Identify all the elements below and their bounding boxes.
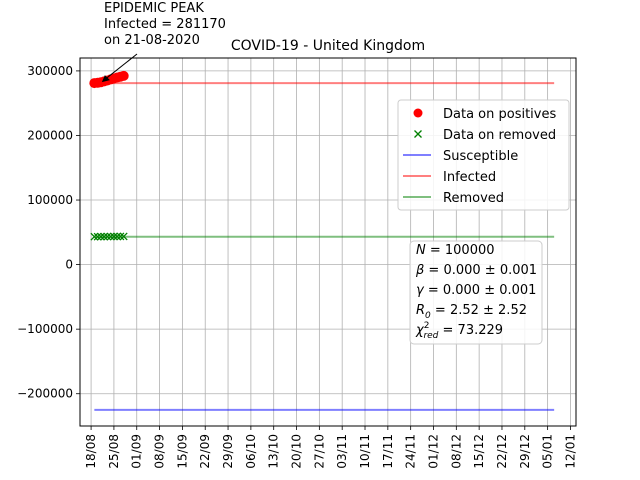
params-frame [409,240,543,345]
x-tick-label: 12/01 [563,434,577,469]
x-tick-label: 20/10 [290,434,304,469]
annotation-arrow [102,53,138,82]
params-box: N = 100000 β = 0.000 ± 0.001 γ = 0.000 ± 0… [409,240,543,345]
x-tick-label: 18/08 [84,434,98,469]
x-tick-label: 08/12 [449,434,463,469]
param-line: R0 = 2.52 ± 2.52 [416,303,527,321]
param-line: γ = 0.000 ± 0.001 [416,283,536,298]
y-tick-label: 0 [65,258,73,272]
x-tick-label: 29/09 [221,434,235,469]
plot-area [79,57,577,427]
x-axis: 18/08 25/08 01/09 08/09 15/09 22/09 29/09 06/10… [84,426,577,469]
x-tick-label: 17/11 [381,434,395,469]
param-line: β = 0.000 ± 0.001 [415,263,537,278]
x-tick-label: 03/11 [335,434,349,469]
legend-label: Infected [443,170,496,185]
param-line: N = 100000 [416,243,495,258]
y-tick-label: −200000 [17,387,73,401]
y-tick-label: 100000 [27,193,73,207]
x-tick-label: 15/12 [472,434,486,469]
y-tick-label: −100000 [17,322,73,336]
annotation-line: Infected = 281170 [104,17,226,32]
x-tick-label: 01/09 [130,434,144,469]
y-tick-label: 300000 [27,64,73,78]
x-tick-label: 25/08 [107,434,121,469]
x-tick-label: 27/10 [312,434,326,469]
legend-label: Data on positives [443,107,556,122]
x-tick-label: 06/10 [244,434,258,469]
annotation-line: EPIDEMIC PEAK [104,1,204,16]
series-layer [89,70,555,411]
x-tick-label: 24/11 [404,434,418,469]
x-tick-label: 22/09 [198,434,212,469]
legend-label: Susceptible [443,149,518,164]
legend-marker [413,108,423,118]
x-tick-label: 10/11 [358,434,372,469]
chart-title: COVID-19 - United Kingdom [231,38,425,54]
param-line: χ2 red = 73.229 [415,321,503,341]
annotation-arrowhead [101,75,110,83]
x-tick-label: 13/10 [267,434,281,469]
x-tick-label: 05/01 [541,434,555,469]
x-tick-label: 22/12 [495,434,509,469]
x-tick-label: 15/09 [175,434,189,469]
legend-label: Removed [443,191,504,206]
legend-label: Data on removed [443,128,556,143]
legend-marker [414,130,422,138]
legend: Data on positives Data on removed Suscepti… [397,99,570,211]
point-data-on-positives [118,70,129,81]
legend-frame [397,99,570,211]
x-tick-label: 08/09 [153,434,167,469]
y-tick-label: 200000 [27,128,73,142]
x-tick-label: 01/12 [426,434,440,469]
annotation-line: on 21-08-2020 [104,33,200,48]
x-tick-label: 29/12 [518,434,532,469]
y-axis: −200000 −100000 0 100000 200000 300000 [17,64,80,401]
